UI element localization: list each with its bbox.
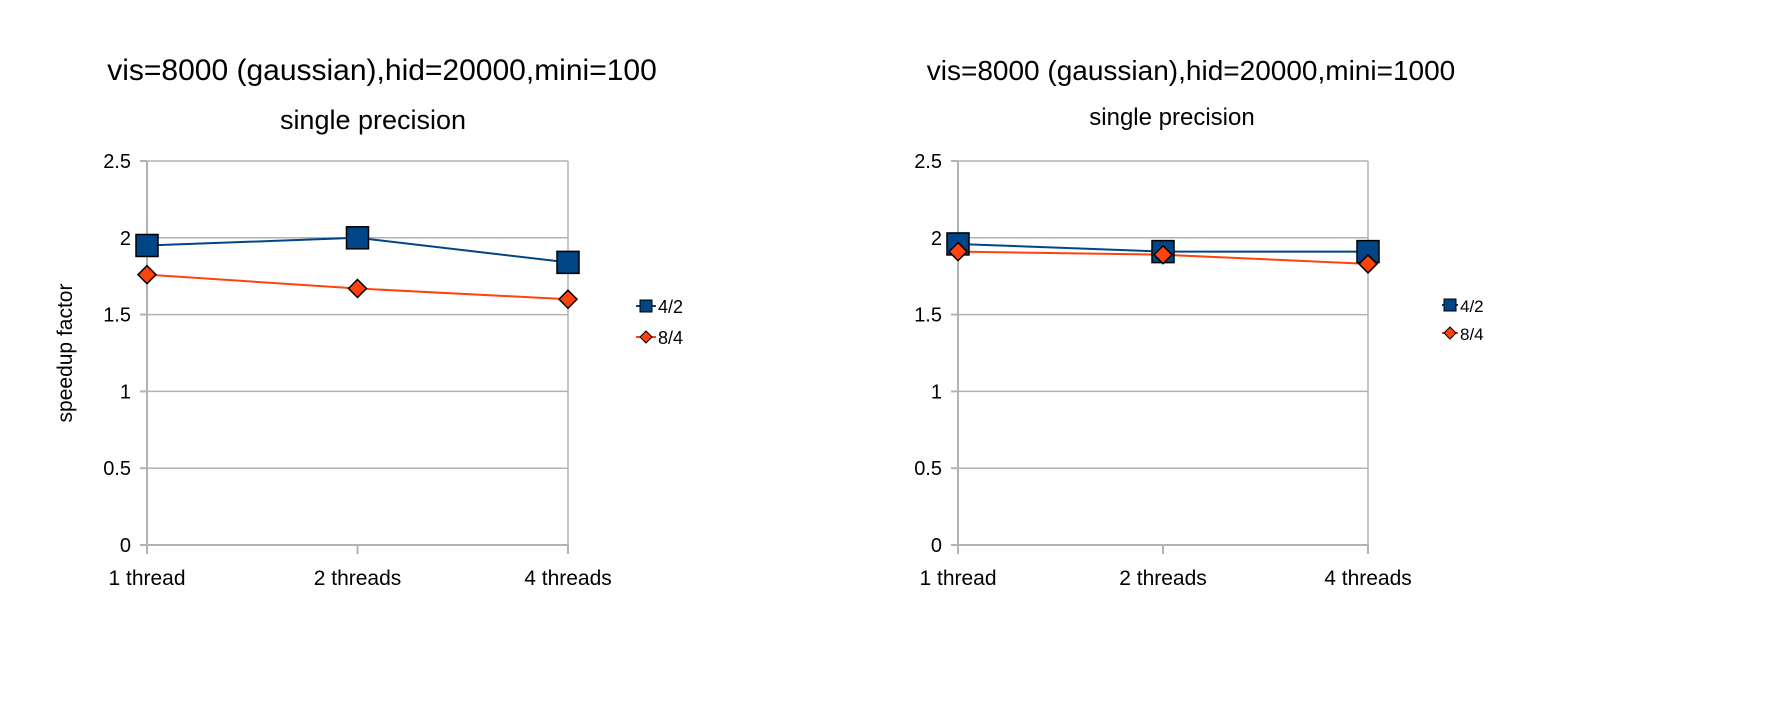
x-tick-label: 1 thread [919,567,996,590]
y-axis-label: speedup factor [54,284,77,423]
x-tick-label: 2 threads [1119,567,1207,590]
data-point-8-4 [347,278,368,299]
chart-right: vis=8000 (gaussian),hid=20000,mini=1000 s… [914,55,1484,590]
chart-title: vis=8000 (gaussian),hid=20000,mini=1000 [927,55,1456,86]
y-tick-label: 0.5 [914,458,942,480]
chart-subtitle: single precision [280,105,466,135]
y-tick-label: 2.5 [914,151,942,173]
y-tick-label: 2 [931,228,942,250]
x-tick-label: 4 threads [524,567,612,590]
y-tick-label: 2 [120,228,131,250]
legend-marker [1443,326,1457,340]
legend-item-4-2: 4/2 [1442,297,1484,316]
y-tick-label: 1.5 [103,305,131,327]
data-point-4-2 [135,233,159,258]
legend-marker [639,330,653,344]
data-point-8-4 [1152,244,1174,265]
chart-left: vis=8000 (gaussian),hid=20000,mini=100 si… [54,54,683,590]
y-tick-label: 1.5 [914,305,942,327]
x-tick-label: 4 threads [1324,567,1412,590]
legend-item-4-2: 4/2 [636,297,683,317]
y-tick-label: 0 [120,535,131,557]
y-tick-label: 0 [931,535,942,557]
data-point-8-4 [557,289,579,310]
legend-item-8-4: 8/4 [1442,325,1484,344]
data-point-4-2 [345,226,370,250]
legend-label: 8/4 [658,328,683,348]
y-tick-label: 1 [931,381,942,403]
chart-title: vis=8000 (gaussian),hid=20000,mini=100 [107,54,657,87]
x-tick-label: 1 thread [108,567,185,590]
y-tick-label: 0.5 [103,458,131,480]
chart-subtitle: single precision [1089,104,1254,131]
legend-marker [639,299,653,313]
legend-marker [1443,298,1457,312]
data-point-8-4 [136,264,158,285]
data-point-8-4 [947,241,969,262]
legend-label: 8/4 [1460,325,1484,344]
legend-item-8-4: 8/4 [636,328,683,348]
y-tick-label: 1 [120,381,131,403]
data-point-8-4 [1357,253,1379,274]
y-tick-label: 2.5 [103,151,131,173]
x-tick-label: 2 threads [314,567,402,590]
data-point-4-2 [556,250,580,275]
legend-label: 4/2 [658,297,683,317]
legend-label: 4/2 [1460,297,1484,316]
